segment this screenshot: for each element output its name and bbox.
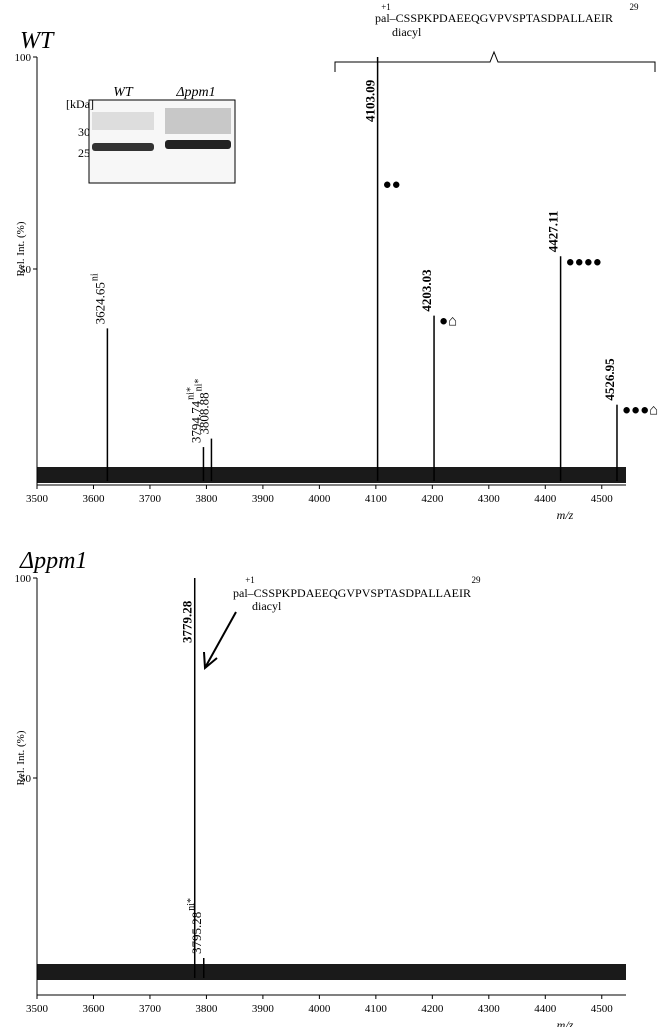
peak-note: ni*: [186, 898, 197, 911]
arrow: [203, 611, 237, 671]
x-tick-label: 4300: [478, 493, 501, 505]
gel-marker: 25: [78, 146, 90, 160]
x-tick-label: 4400: [534, 493, 557, 505]
baseline-noise: [37, 964, 626, 980]
y-tick-label: 50: [20, 264, 32, 276]
x-tick-label: 3700: [139, 493, 162, 505]
x-axis-label: m/z: [557, 508, 574, 522]
x-tick-label: 3600: [82, 1003, 105, 1015]
sequence-end: 29: [472, 575, 482, 585]
x-tick-label: 4500: [591, 1003, 614, 1015]
sequence: pal–CSSPKPDAEEQGVPVSPTASDPALLAEIR: [233, 586, 471, 600]
peak-note: ni: [89, 273, 100, 281]
x-tick-label: 3900: [252, 493, 275, 505]
sequence-start: +1: [245, 575, 255, 585]
peak-label: 4427.11: [546, 211, 561, 253]
gel-lane: WT: [113, 85, 134, 100]
sequence: pal–CSSPKPDAEEQGVPVSPTASDPALLAEIR: [375, 11, 613, 25]
y-axis-label: Rel. Int. (%): [15, 221, 27, 276]
peak-label: 3795.28: [189, 912, 204, 954]
y-tick-label: 100: [15, 573, 32, 585]
chart-title: WT: [20, 28, 55, 54]
x-tick-label: 4400: [534, 1003, 557, 1015]
peak-label: 4203.03: [419, 269, 434, 312]
x-tick-label: 4500: [591, 493, 614, 505]
x-tick-label: 4000: [308, 1003, 331, 1015]
chart-title: Δppm1: [19, 548, 87, 574]
x-axis-label: m/z: [557, 1018, 574, 1027]
x-tick-label: 4000: [308, 493, 331, 505]
peak-label: 3794.74: [188, 400, 203, 443]
peak-symbols: ●⌂: [439, 314, 457, 330]
x-tick-label: 4100: [365, 493, 388, 505]
gel-band: [165, 140, 231, 149]
bracket: [334, 50, 656, 72]
peak-symbols: ●●: [383, 177, 401, 193]
peak-label: 4526.95: [602, 358, 617, 401]
x-tick-label: 4200: [421, 1003, 444, 1015]
x-tick-label: 4100: [365, 1003, 388, 1015]
x-tick-label: 4200: [421, 493, 444, 505]
y-axis-label: Rel. Int. (%): [15, 730, 27, 785]
gel-marker: 30: [78, 125, 90, 139]
peak-label: 3808.88: [196, 392, 211, 434]
gel-band: [92, 112, 154, 130]
x-tick-label: 3800: [195, 493, 218, 505]
x-tick-label: 3500: [26, 493, 49, 505]
peak-note: ni*: [185, 387, 196, 400]
peak-label: 3624.65: [92, 282, 107, 324]
gel-unit: [kDa]: [66, 97, 94, 111]
y-tick-label: 50: [20, 773, 32, 785]
x-tick-label: 3500: [26, 1003, 49, 1015]
sequence-start: +1: [381, 2, 391, 12]
sequence-end: 29: [630, 2, 640, 12]
peak-label: 3779.28: [180, 600, 195, 643]
modification: diacyl: [252, 599, 282, 613]
gel-lane: Δppm1: [175, 85, 215, 100]
peak-label: 4103.09: [363, 79, 378, 122]
gel-band: [165, 108, 231, 134]
modification: diacyl: [392, 25, 422, 39]
peak-note: ni*: [193, 379, 204, 392]
baseline-noise: [37, 467, 626, 483]
gel-band: [92, 143, 154, 151]
x-tick-label: 4300: [478, 1003, 501, 1015]
x-tick-label: 3900: [252, 1003, 275, 1015]
x-tick-label: 3800: [195, 1003, 218, 1015]
x-tick-label: 3700: [139, 1003, 162, 1015]
peak-symbols: ●●●⌂: [622, 403, 658, 419]
y-tick-label: 100: [15, 52, 32, 64]
x-tick-label: 3600: [82, 493, 105, 505]
peak-symbols: ●●●●: [566, 254, 602, 270]
